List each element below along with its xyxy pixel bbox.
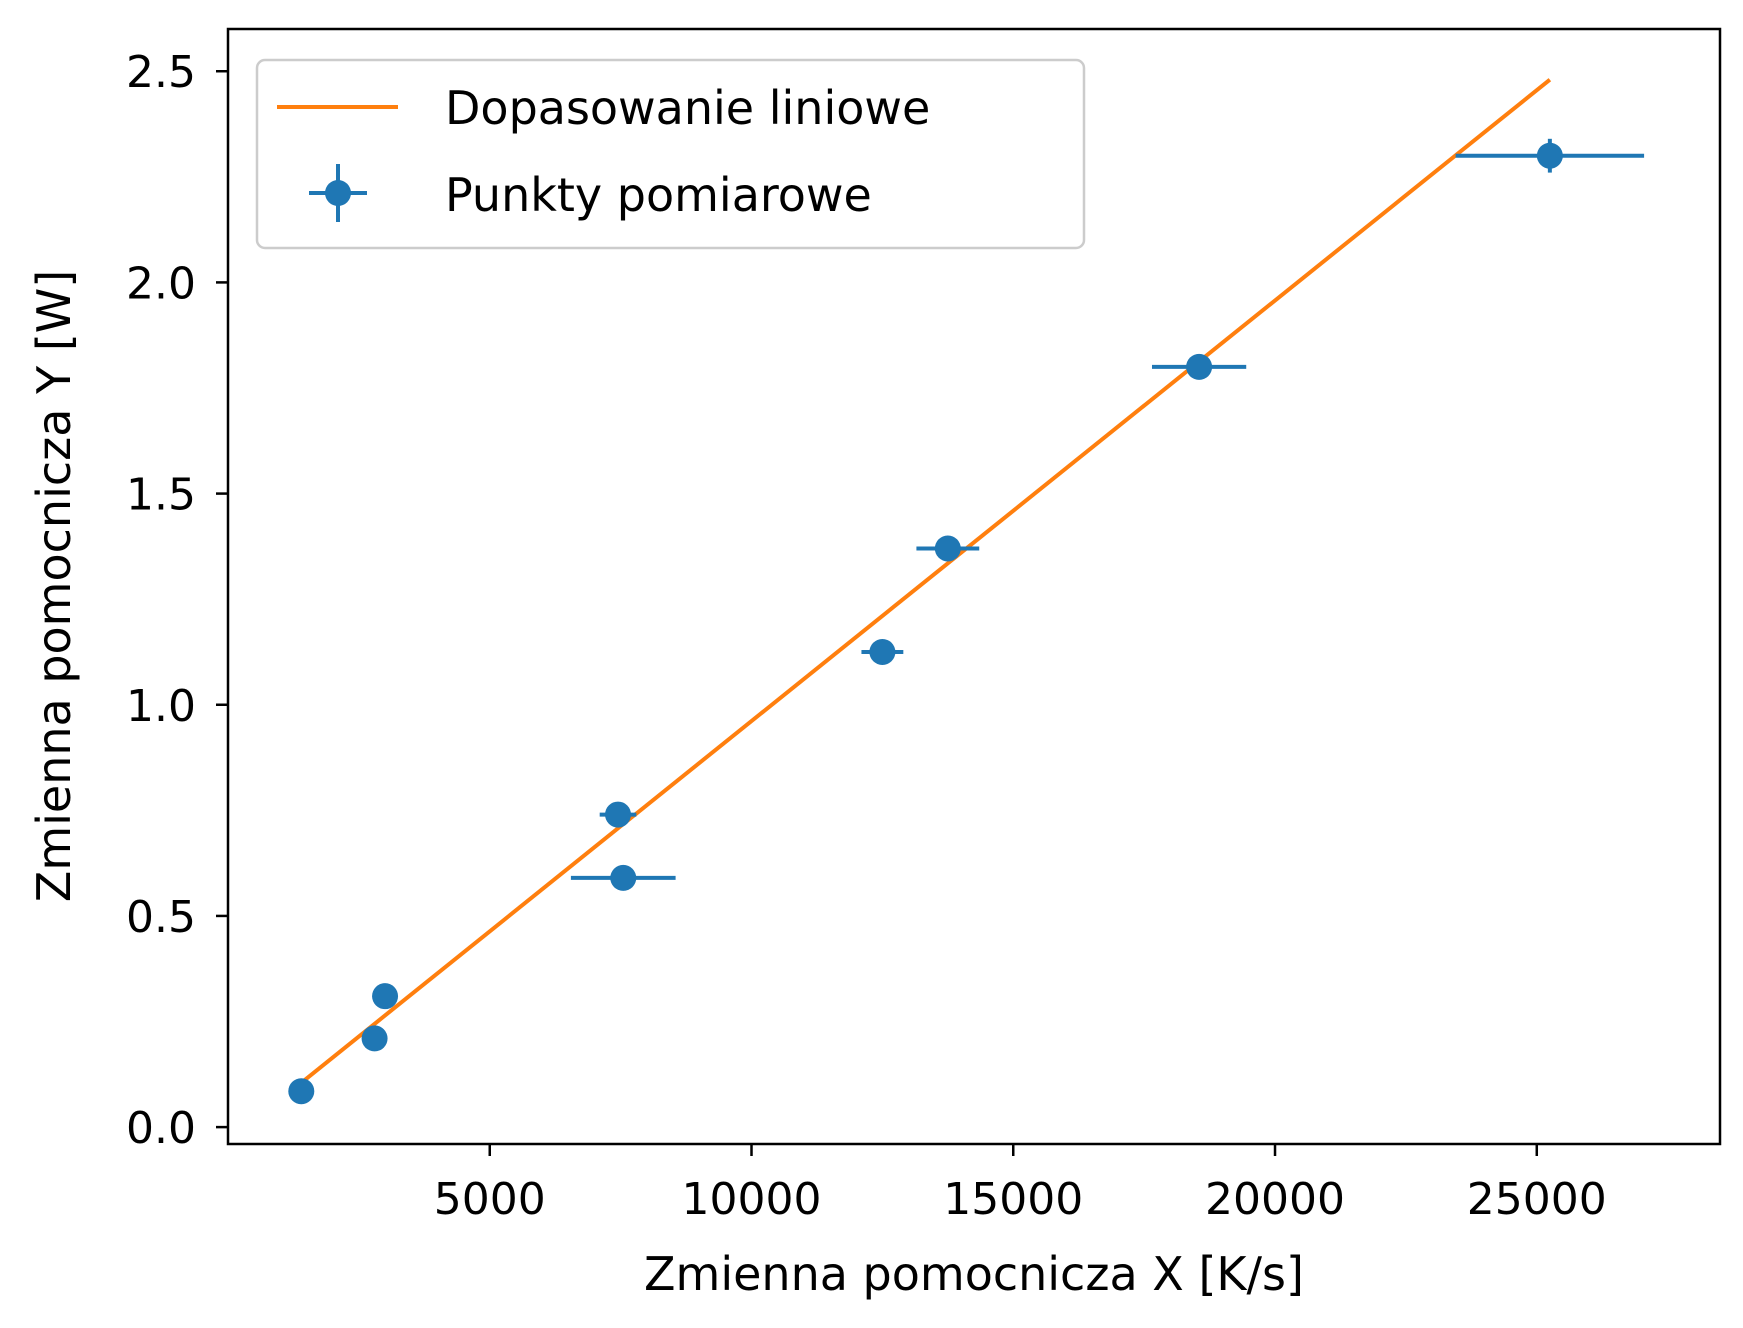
data-point-marker	[288, 1078, 315, 1105]
fit-line	[302, 78, 1552, 1083]
data-point	[1455, 138, 1645, 173]
x-tick-label: 20000	[1205, 1174, 1345, 1225]
legend: Dopasowanie liniowe Punkty pomiarowe	[255, 58, 1086, 250]
x-tick-label: 15000	[943, 1174, 1083, 1225]
plot-frame	[226, 27, 1722, 1146]
data-point	[1151, 353, 1247, 380]
data-point	[372, 983, 399, 1010]
x-tick-label: 5000	[434, 1174, 546, 1225]
y-tick-label: 0.0	[126, 1103, 196, 1154]
y-tick-label: 2.5	[126, 47, 196, 98]
x-tick-label: 25000	[1467, 1174, 1607, 1225]
data-point-marker	[361, 1025, 388, 1052]
x-axis-label: Zmienna pomocnicza X [K/s]	[644, 1247, 1304, 1301]
legend-errorbar-swatch	[309, 164, 367, 222]
data-point	[570, 864, 676, 891]
data-point	[599, 801, 637, 828]
y-tick-label: 1.0	[126, 681, 196, 732]
x-axis-ticks: 5000 10000 15000 20000 25000	[434, 1144, 1607, 1225]
legend-item-points: Punkty pomiarowe	[445, 168, 872, 222]
data-point-marker	[934, 535, 961, 562]
data-point-marker	[372, 983, 399, 1010]
data-point	[361, 1025, 388, 1052]
y-tick-label: 0.5	[126, 892, 196, 943]
x-tick-label: 10000	[682, 1174, 822, 1225]
y-tick-label: 1.5	[126, 470, 196, 521]
data-point-marker	[1186, 353, 1213, 380]
y-axis-label: Zmienna pomocnicza Y [W]	[27, 270, 81, 902]
data-point	[916, 535, 980, 562]
legend-item-fit: Dopasowanie liniowe	[445, 81, 930, 135]
y-axis-ticks: 0.0 0.5 1.0 1.5 2.0 2.5	[126, 47, 228, 1154]
data-point-marker	[1536, 142, 1563, 169]
legend-box	[255, 58, 1086, 250]
data-point-marker	[869, 638, 896, 665]
data-point-marker	[605, 801, 632, 828]
data-point	[288, 1078, 315, 1105]
data-point-marker	[610, 864, 637, 891]
plot-content	[288, 78, 1645, 1105]
y-tick-label: 2.0	[126, 258, 196, 309]
data-point	[861, 638, 904, 665]
